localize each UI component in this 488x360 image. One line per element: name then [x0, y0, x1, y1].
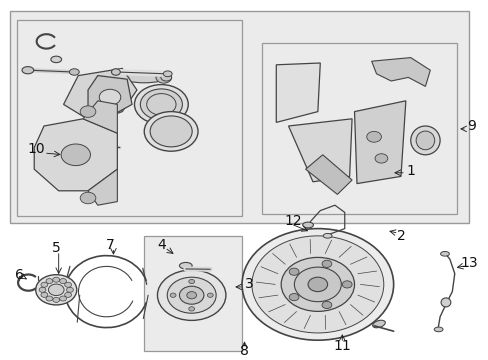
Ellipse shape [179, 262, 192, 269]
Circle shape [366, 131, 381, 142]
Ellipse shape [69, 69, 79, 75]
Text: 13: 13 [460, 256, 477, 270]
Circle shape [170, 293, 176, 297]
Bar [17, 20, 242, 216]
Text: 3: 3 [244, 278, 253, 291]
Text: 5: 5 [52, 242, 61, 255]
Circle shape [64, 292, 71, 297]
Ellipse shape [415, 131, 434, 150]
Circle shape [179, 286, 203, 304]
Ellipse shape [433, 327, 442, 332]
Polygon shape [354, 101, 405, 184]
Circle shape [288, 268, 298, 275]
Circle shape [156, 72, 171, 83]
Circle shape [188, 307, 194, 311]
Circle shape [46, 279, 53, 284]
Circle shape [80, 192, 96, 204]
Circle shape [242, 229, 393, 340]
Ellipse shape [51, 56, 61, 63]
Circle shape [134, 85, 188, 124]
Circle shape [60, 296, 66, 301]
Circle shape [167, 277, 216, 313]
Ellipse shape [302, 222, 313, 228]
Circle shape [140, 89, 182, 120]
Circle shape [188, 279, 194, 284]
Circle shape [294, 267, 341, 302]
Text: 7: 7 [105, 238, 114, 252]
Ellipse shape [163, 71, 172, 77]
Bar [10, 11, 468, 223]
Text: 8: 8 [240, 344, 248, 358]
Circle shape [150, 116, 192, 147]
Text: 10: 10 [28, 143, 45, 156]
Polygon shape [63, 68, 137, 122]
Circle shape [64, 282, 71, 287]
Circle shape [99, 89, 121, 105]
Circle shape [322, 260, 331, 267]
Bar [144, 236, 242, 351]
Circle shape [342, 281, 351, 288]
Polygon shape [88, 76, 132, 115]
Ellipse shape [161, 74, 171, 81]
Circle shape [41, 292, 48, 297]
Ellipse shape [111, 69, 120, 75]
Text: 2: 2 [396, 229, 405, 243]
Circle shape [144, 112, 198, 151]
Circle shape [53, 277, 60, 282]
Circle shape [207, 293, 213, 297]
Polygon shape [34, 119, 117, 191]
Polygon shape [371, 58, 429, 86]
Circle shape [53, 297, 60, 302]
Ellipse shape [440, 298, 450, 307]
Ellipse shape [22, 67, 34, 74]
Circle shape [80, 106, 96, 117]
Circle shape [41, 282, 48, 287]
Circle shape [281, 257, 354, 311]
Circle shape [66, 287, 73, 292]
Ellipse shape [410, 126, 439, 155]
Circle shape [307, 277, 327, 292]
Circle shape [36, 275, 77, 305]
Polygon shape [288, 119, 351, 182]
Circle shape [157, 270, 225, 320]
Circle shape [61, 144, 90, 166]
Polygon shape [83, 101, 117, 133]
Polygon shape [88, 169, 117, 205]
Ellipse shape [372, 320, 385, 328]
Circle shape [251, 236, 383, 333]
Circle shape [288, 293, 298, 301]
Ellipse shape [323, 234, 331, 238]
Text: 4: 4 [157, 238, 165, 252]
Ellipse shape [122, 72, 166, 83]
Circle shape [60, 279, 66, 284]
Circle shape [374, 154, 387, 163]
Bar [261, 43, 456, 214]
Text: 6: 6 [15, 269, 24, 282]
Polygon shape [276, 63, 320, 122]
Circle shape [48, 284, 64, 296]
Text: 11: 11 [333, 339, 350, 352]
Circle shape [39, 287, 46, 292]
Circle shape [46, 296, 53, 301]
Circle shape [186, 292, 196, 299]
Text: 1: 1 [406, 164, 414, 178]
Circle shape [322, 301, 331, 309]
Polygon shape [305, 155, 351, 194]
Ellipse shape [440, 251, 448, 256]
Text: 12: 12 [284, 215, 302, 228]
Text: 9: 9 [467, 119, 475, 133]
Ellipse shape [56, 134, 66, 140]
